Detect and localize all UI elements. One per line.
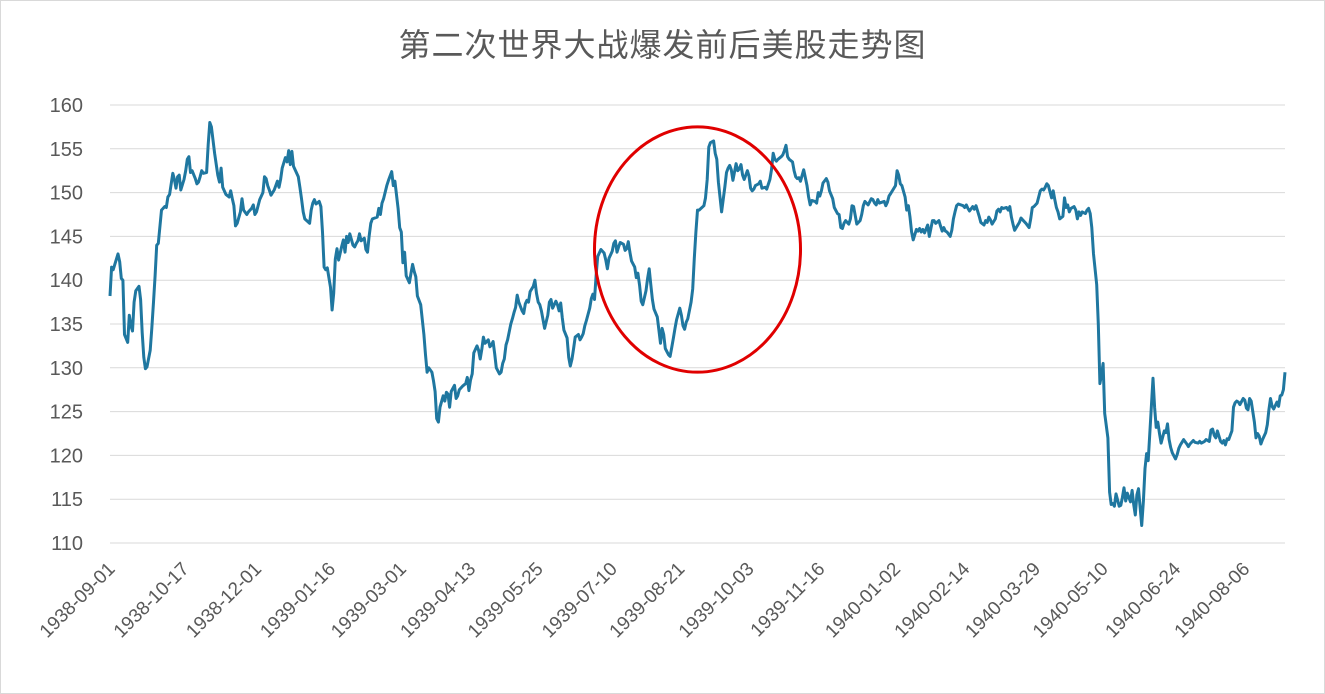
- series-layer: [108, 121, 1287, 527]
- x-tick-label: 1938-10-17: [110, 559, 194, 643]
- chart-title: 第二次世界大战爆发前后美股走势图: [398, 26, 927, 64]
- y-tick-label: 130: [50, 358, 83, 380]
- y-tick-label: 145: [50, 226, 83, 248]
- x-tick-label: 1939-11-16: [747, 559, 830, 642]
- y-tick-label: 160: [50, 95, 83, 117]
- y-axis-ticks: 110 115 120 125 130 135 140 145 150 155 160: [50, 95, 83, 555]
- x-tick-label: 1939-01-16: [256, 559, 340, 643]
- x-tick-label: 1939-10-03: [675, 559, 759, 643]
- x-tick-label: 1940-02-14: [891, 558, 975, 642]
- x-axis-ticks: 1938-09-011938-10-171938-12-011939-01-16…: [36, 558, 1254, 642]
- y-tick-label: 140: [50, 270, 83, 292]
- y-tick-label: 115: [51, 489, 83, 511]
- y-tick-label: 135: [50, 314, 83, 336]
- annotation-layer: [592, 125, 803, 374]
- y-tick-label: 125: [50, 402, 83, 424]
- x-tick-label: 1938-12-01: [182, 559, 266, 643]
- x-tick-label: 1940-08-06: [1171, 559, 1255, 643]
- y-tick-label: 110: [51, 533, 83, 555]
- gridlines: [110, 104, 1285, 544]
- y-tick-label: 155: [50, 139, 83, 161]
- series-line: [108, 121, 1287, 527]
- x-tick-label: 1938-09-01: [36, 559, 120, 643]
- y-tick-label: 120: [50, 445, 83, 467]
- y-tick-label: 150: [50, 183, 83, 205]
- highlight-ellipse: [592, 125, 803, 374]
